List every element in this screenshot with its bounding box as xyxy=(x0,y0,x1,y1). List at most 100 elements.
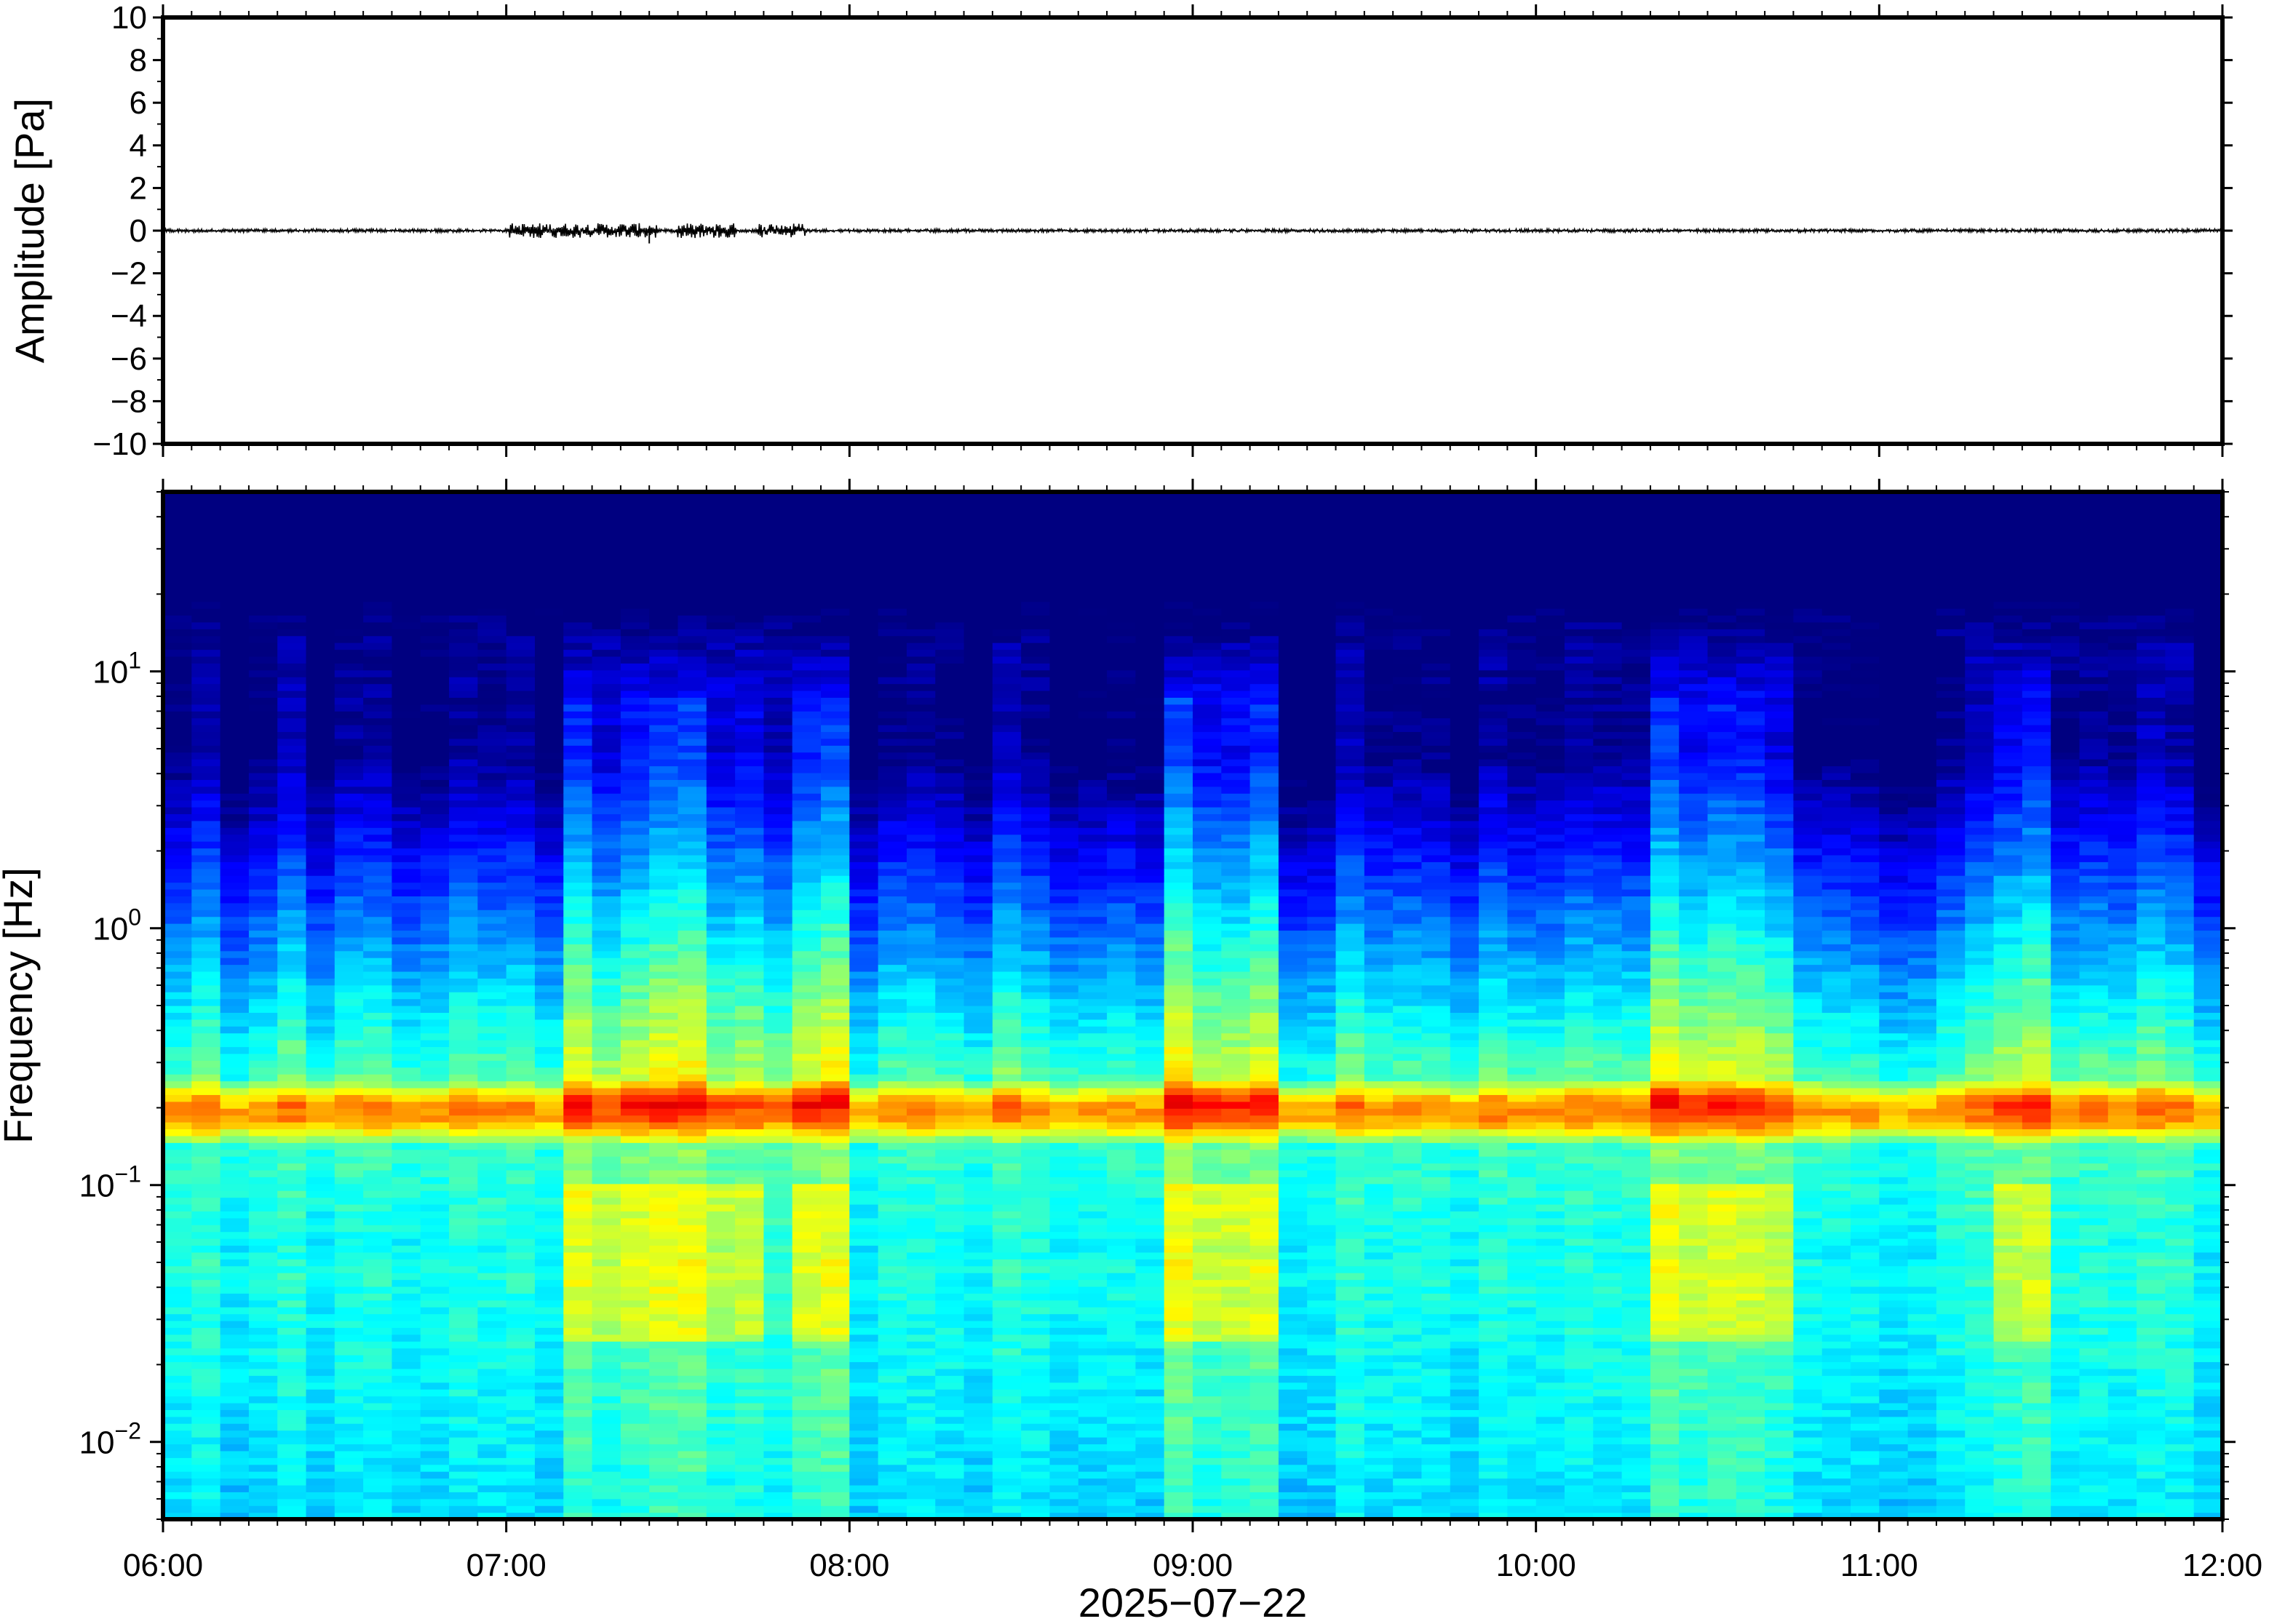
spectrogram-cell xyxy=(420,519,450,527)
spectrogram-cell xyxy=(792,1225,822,1233)
spectrogram-cell xyxy=(248,573,278,581)
spectrogram-cell xyxy=(849,663,879,671)
spectrogram-cell xyxy=(763,663,793,671)
spectrogram-cell xyxy=(706,861,736,869)
spectrogram-cell xyxy=(706,601,736,609)
spectrogram-cell xyxy=(449,841,478,849)
spectrogram-cell xyxy=(420,1053,450,1061)
spectrogram-cell xyxy=(792,1183,822,1191)
spectrogram-cell xyxy=(277,1286,307,1294)
spectrogram-cell xyxy=(1049,916,1079,924)
spectrogram-cell xyxy=(506,813,536,821)
spectrogram-cell xyxy=(963,1163,993,1171)
spectrogram-cell xyxy=(277,505,307,513)
spectrogram-cell xyxy=(792,752,822,760)
spectrogram-cell xyxy=(1021,1265,1051,1273)
spectrogram-cell xyxy=(392,1211,421,1219)
spectrogram-cell xyxy=(506,984,536,992)
spectrogram-cell xyxy=(563,916,593,924)
spectrogram-cell xyxy=(363,704,393,712)
spectrogram-cell xyxy=(677,1129,707,1137)
spectrogram-cell xyxy=(878,1471,907,1479)
spectrogram-cell xyxy=(878,772,907,780)
spectrogram-cell xyxy=(849,1361,879,1369)
spectrogram-cell xyxy=(163,779,192,787)
spectrogram-cell xyxy=(534,1074,564,1082)
spectrogram-cell xyxy=(363,1286,393,1294)
spectrogram-cell xyxy=(935,1231,965,1239)
spectrogram-cell xyxy=(735,1087,765,1095)
spectrogram-cell xyxy=(248,1012,278,1020)
spectrogram-cell xyxy=(649,738,679,746)
spectrogram-cell xyxy=(248,1334,278,1342)
spectrogram-cell xyxy=(706,1149,736,1157)
spectrogram-cell xyxy=(706,704,736,712)
spectrogram-cell xyxy=(935,1307,965,1315)
spectrogram-cell xyxy=(449,820,478,828)
spectrogram-cell xyxy=(449,1444,478,1452)
spectrogram-cell xyxy=(1021,1348,1051,1356)
spectrogram-cell xyxy=(677,745,707,753)
spectrogram-cell xyxy=(191,786,221,794)
spectrogram-cell xyxy=(677,1492,707,1500)
spectrogram-cell xyxy=(878,896,907,904)
spectrogram-cell xyxy=(248,629,278,637)
spectrogram-cell xyxy=(534,772,564,780)
spectrogram-cell xyxy=(992,1142,1022,1150)
spectrogram-cell xyxy=(906,1450,936,1458)
spectrogram-cell xyxy=(277,1299,307,1307)
spectrogram-cell xyxy=(534,1299,564,1307)
spectrogram-cell xyxy=(248,834,278,842)
spectrogram-cell xyxy=(792,1238,822,1246)
spectrogram-cell xyxy=(821,807,850,815)
spectrogram-cell xyxy=(191,546,221,554)
spectrogram-cell xyxy=(334,786,364,794)
spectrogram-cell xyxy=(334,704,364,712)
spectrogram-cell xyxy=(334,1115,364,1123)
spectrogram-cell xyxy=(477,1129,507,1137)
spectrogram-cell xyxy=(534,1032,564,1040)
spectrogram-cell xyxy=(163,971,192,979)
spectrogram-cell xyxy=(821,848,850,856)
spectrogram-cell xyxy=(534,1203,564,1211)
spectrogram-cell xyxy=(906,1225,936,1233)
spectrogram-cell xyxy=(935,1402,965,1410)
spectrogram-cell xyxy=(935,635,965,643)
spectrogram-cell xyxy=(1049,772,1079,780)
spectrogram-cell xyxy=(163,1183,192,1191)
spectrogram-cell xyxy=(248,635,278,643)
spectrogram-cell xyxy=(449,807,478,815)
spectrogram-cell xyxy=(220,1245,250,1253)
spectrogram-cell xyxy=(420,1307,450,1315)
spectrogram-cell xyxy=(792,827,822,835)
spectrogram-cell xyxy=(821,1163,850,1171)
spectrogram-cell xyxy=(191,1361,221,1369)
spectrogram-cell xyxy=(906,1423,936,1431)
spectrogram-cell xyxy=(248,1307,278,1315)
spectrogram-cell xyxy=(248,1142,278,1150)
spectrogram-cell xyxy=(163,1505,192,1513)
spectrogram-cell xyxy=(306,581,335,589)
spectrogram-cell xyxy=(449,964,478,972)
spectrogram-cell xyxy=(992,1115,1022,1123)
spectrogram-cell xyxy=(963,1149,993,1157)
spectrogram-cell xyxy=(392,594,421,602)
spectrogram-cell xyxy=(963,875,993,883)
spectrogram-cell xyxy=(163,717,192,725)
spectrogram-cell xyxy=(220,1259,250,1267)
spectrogram-cell xyxy=(821,1457,850,1465)
spectrogram-cell xyxy=(592,1203,621,1211)
spectrogram-cell xyxy=(763,1156,793,1164)
spectrogram-cell xyxy=(334,1251,364,1259)
spectrogram-cell xyxy=(191,1321,221,1329)
spectrogram-cell xyxy=(906,608,936,616)
spectrogram-cell xyxy=(277,1169,307,1177)
spectrogram-cell xyxy=(963,1046,993,1054)
spectrogram-cell xyxy=(763,546,793,554)
spectrogram-cell xyxy=(706,1142,736,1150)
spectrogram-cell xyxy=(735,1217,765,1225)
spectrogram-cell xyxy=(392,1197,421,1205)
spectrogram-cell xyxy=(392,745,421,753)
spectrogram-cell xyxy=(763,1053,793,1061)
spectrogram-cell xyxy=(277,1416,307,1424)
